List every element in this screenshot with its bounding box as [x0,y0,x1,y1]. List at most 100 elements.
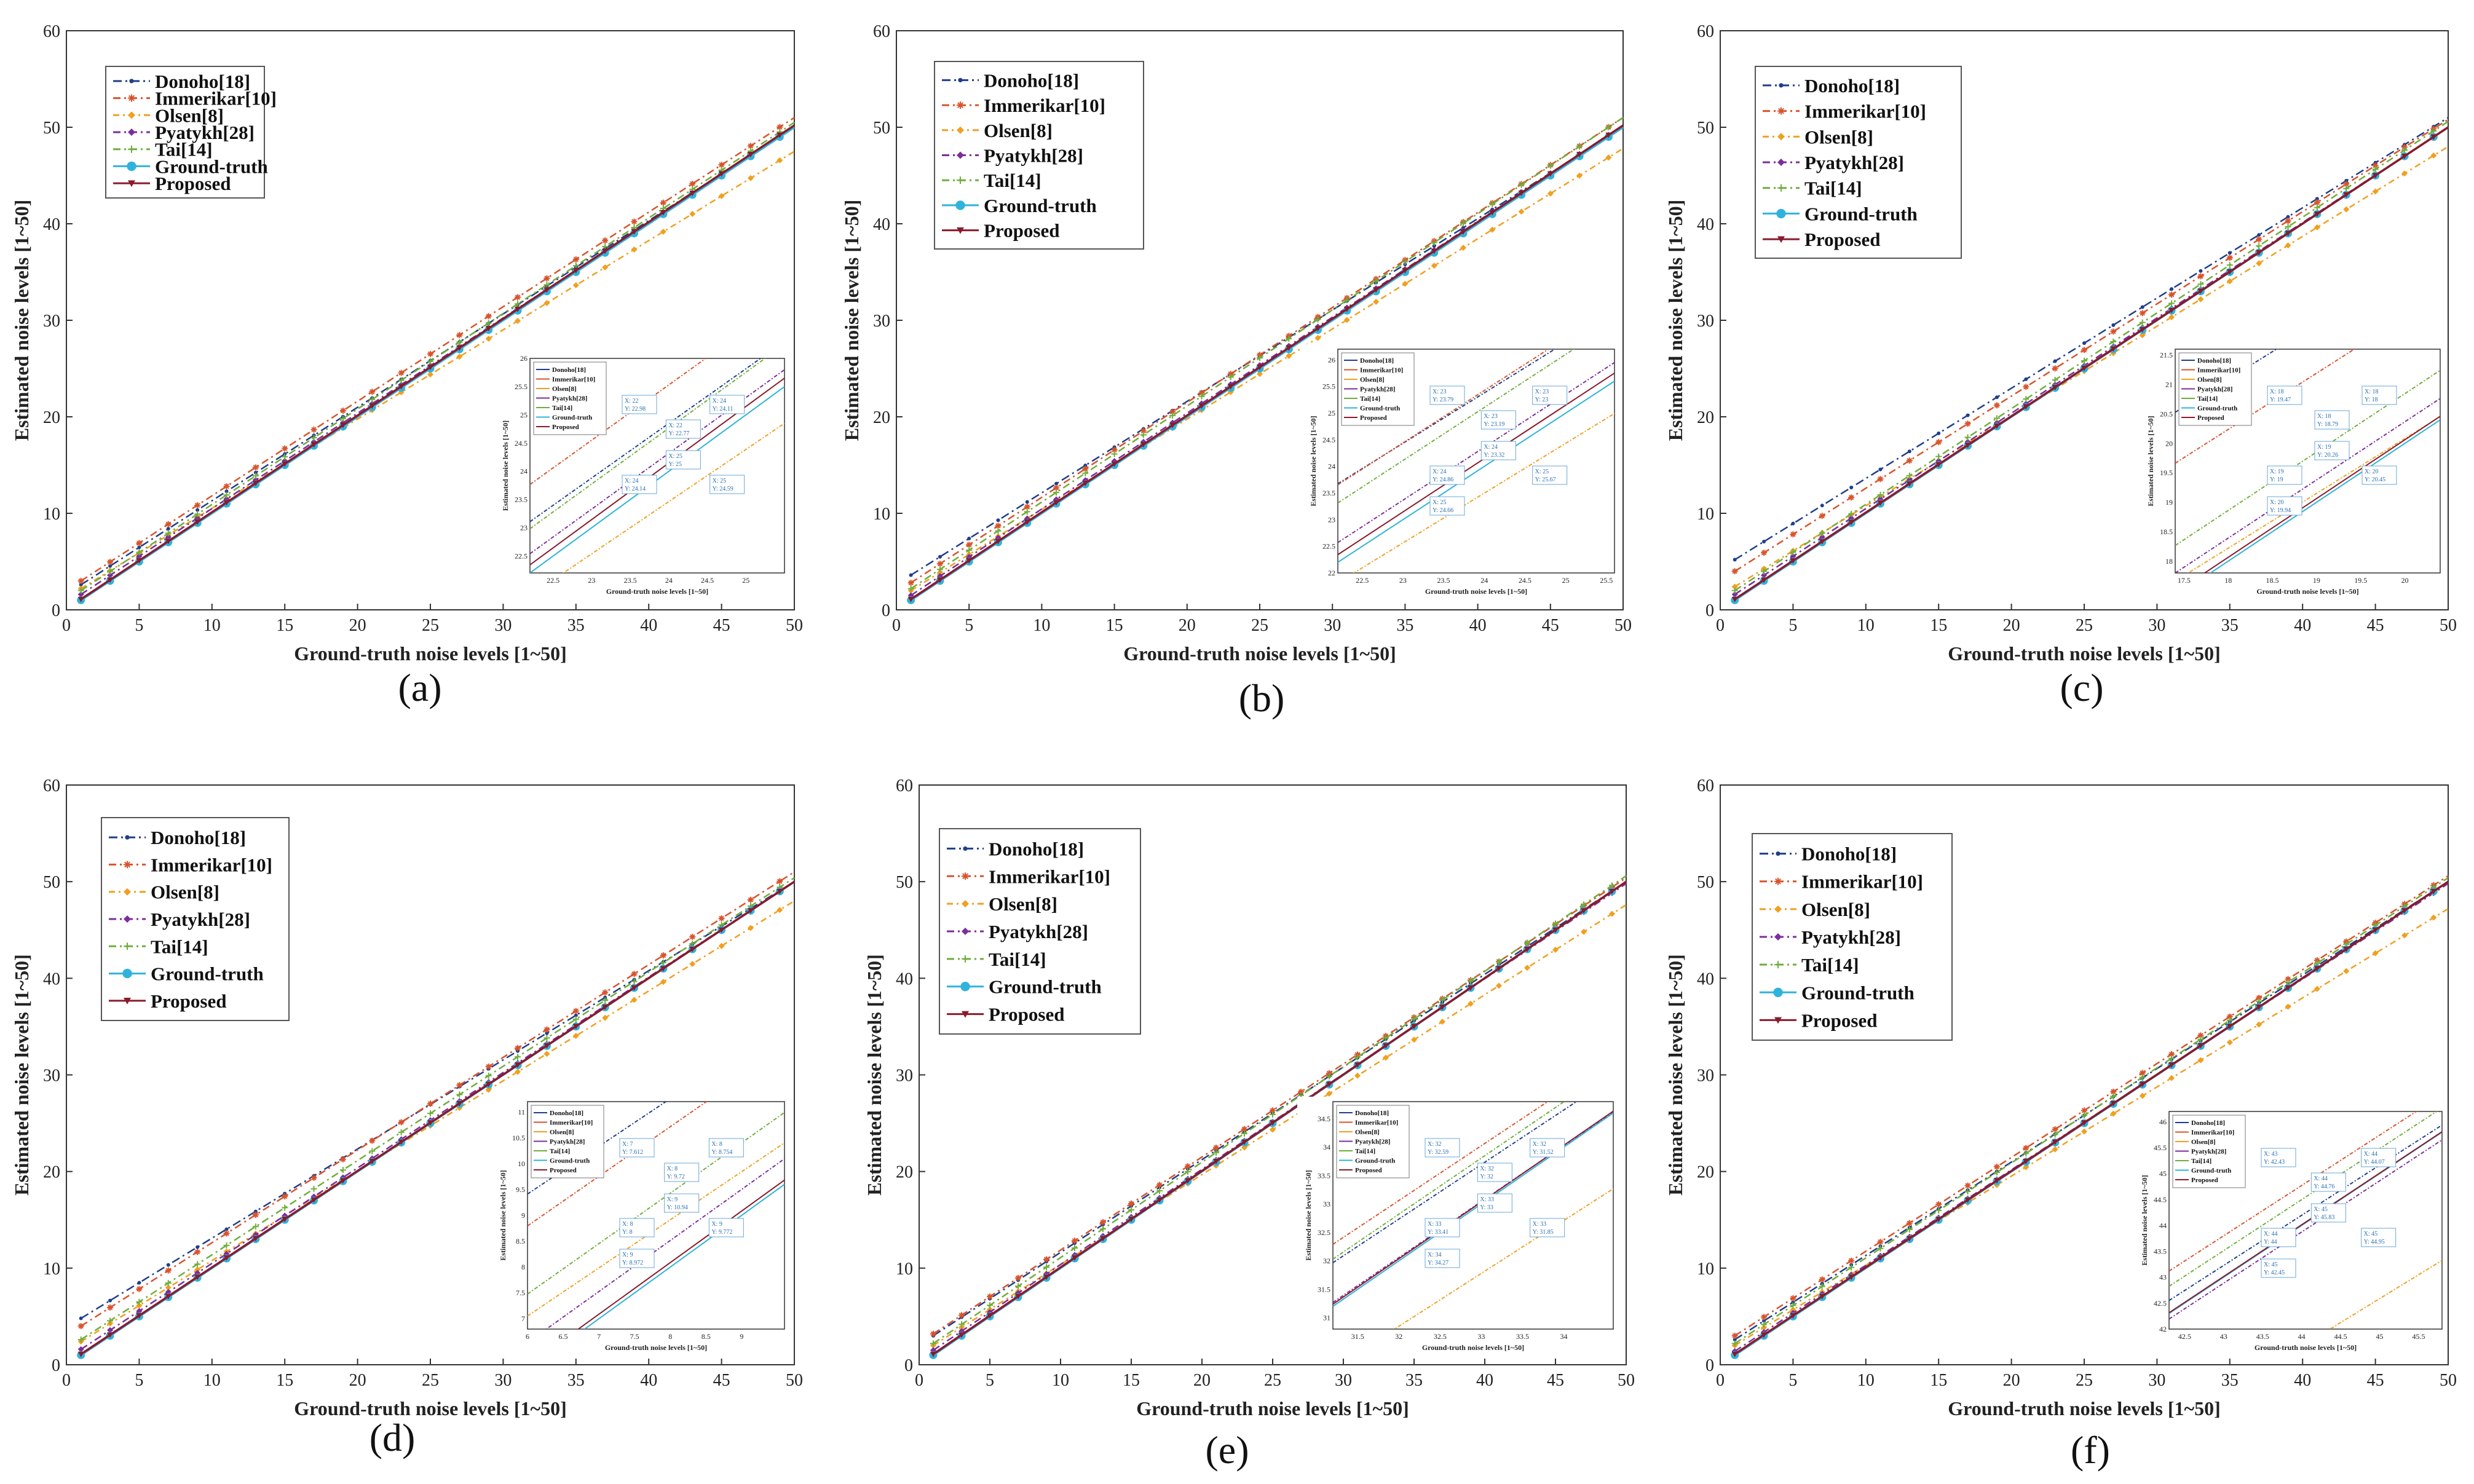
data-point [1790,531,1796,538]
data-point-d2 [1761,550,1767,556]
data-point [1993,1164,2000,1170]
panel-label: (e) [1205,1428,1249,1472]
y-tick-label: 20 [1697,1163,1714,1182]
data-point [1140,427,1147,434]
x-tick-label: 0 [892,616,901,635]
data-point [1819,513,1825,519]
data-point [2139,310,2146,317]
inset-legend-entry: Immerikar[10] [2191,1129,2234,1137]
inset-legend-entry: Ground-truth [2191,1167,2231,1175]
data-point-d2 [2256,237,2262,242]
data-point [2110,1100,2117,1107]
data-point [958,1321,965,1328]
legend-marker [957,126,964,134]
data-point-d2 [2023,1145,2029,1151]
legend-box [939,828,1141,1035]
inset-series-line [530,386,784,573]
data-point [427,358,433,365]
data-point [1935,1207,1942,1214]
inset-y-tick-label: 25 [1328,409,1335,417]
legend-marker [962,1011,969,1018]
datatip-y: Y: 23.32 [1484,452,1504,459]
datatip-y: Y: 44.76 [2314,1183,2334,1190]
data-point [2226,269,2233,275]
data-point [1326,1073,1332,1079]
data-point [2199,269,2203,273]
y-tick-label: 0 [882,601,890,620]
data-point [543,299,550,306]
data-point [1877,476,1884,483]
data-point-d2 [1270,1108,1276,1113]
datatip-y: Y: 18.79 [2317,421,2338,428]
datatip-y: Y: 33.41 [1428,1229,1448,1236]
x-tick-label: 40 [640,1371,657,1390]
data-point [930,1351,936,1357]
data-point [1964,443,1971,449]
data-point [2081,347,2087,353]
series-line-olsen [933,904,1627,1346]
data-point [2168,1055,2175,1062]
y-tick-label: 20 [873,408,890,427]
data-point-d2 [515,294,521,300]
panel-label: (f) [2071,1428,2110,1472]
inset-y-axis-label: Estimated noise levels [1~50] [2140,1175,2149,1265]
series-line-olsen [1734,908,2449,1346]
inset-y-tick-label: 44 [2159,1221,2167,1229]
inset-y-tick-label: 46 [2159,1118,2167,1126]
data-point [1270,1120,1276,1126]
legend-marker [1774,933,1782,941]
data-point [485,326,492,332]
datatip-x: X: 45 [2364,1231,2378,1237]
data-point-d2 [1878,476,1883,482]
data-point [1731,587,1738,594]
data-point [2139,332,2146,339]
data-point [2372,173,2379,179]
series-line-pyatykh [81,126,795,595]
series-line-donoho [1734,117,2449,561]
y-tick-label: 40 [1697,969,1714,989]
datatip-x: X: 45 [2264,1261,2278,1268]
data-point [1605,124,1612,130]
y-tick-label: 50 [43,119,60,138]
inset-x-tick-label: 45.5 [2412,1332,2425,1341]
inset-legend-entry: Immerikar[10] [2197,367,2240,374]
data-point [1402,280,1409,287]
data-point [77,577,84,584]
data-point [747,908,754,914]
data-point [1100,1219,1106,1226]
legend-marker [128,94,135,102]
data-point [398,1139,405,1145]
data-point [1761,572,1768,578]
y-tick-label: 10 [1697,1260,1714,1279]
data-point [2285,223,2291,230]
y-tick-label: 10 [1697,505,1714,524]
data-point [1257,355,1263,361]
inset-legend-entry: Ground-truth [2197,405,2237,412]
datatip-x: X: 7 [622,1141,633,1148]
chart-panel-5: 0 5 10 15 20 25 30 35 40 45 50 0 10 20 30 40 50 60 Ground-… [863,776,1635,1472]
data-point [1431,248,1437,255]
data-point [2285,218,2291,224]
inset-series-line [1338,373,1614,556]
data-point [1609,888,1615,894]
data-point [224,489,229,494]
inset-x-tick-label: 32.5 [1434,1332,1447,1341]
datatip-y: Y: 44 [2264,1239,2277,1245]
inset-y-tick-label: 18 [2165,557,2173,566]
data-point [1935,462,1942,468]
data-point [1964,434,1971,441]
data-point [987,1293,993,1300]
data-point [1468,985,1474,991]
legend-marker-d2 [1775,878,1781,885]
data-point [1848,511,1855,518]
data-point [282,1204,288,1211]
data-point [194,1266,201,1273]
x-tick-label: 50 [1618,1371,1635,1390]
data-point-d2 [719,162,724,168]
data-point [689,960,696,967]
data-point [995,539,1002,545]
data-point [2343,206,2350,213]
legend-marker [124,915,131,923]
inset-y-tick-label: 32 [1323,1257,1330,1265]
data-point [2139,327,2146,333]
